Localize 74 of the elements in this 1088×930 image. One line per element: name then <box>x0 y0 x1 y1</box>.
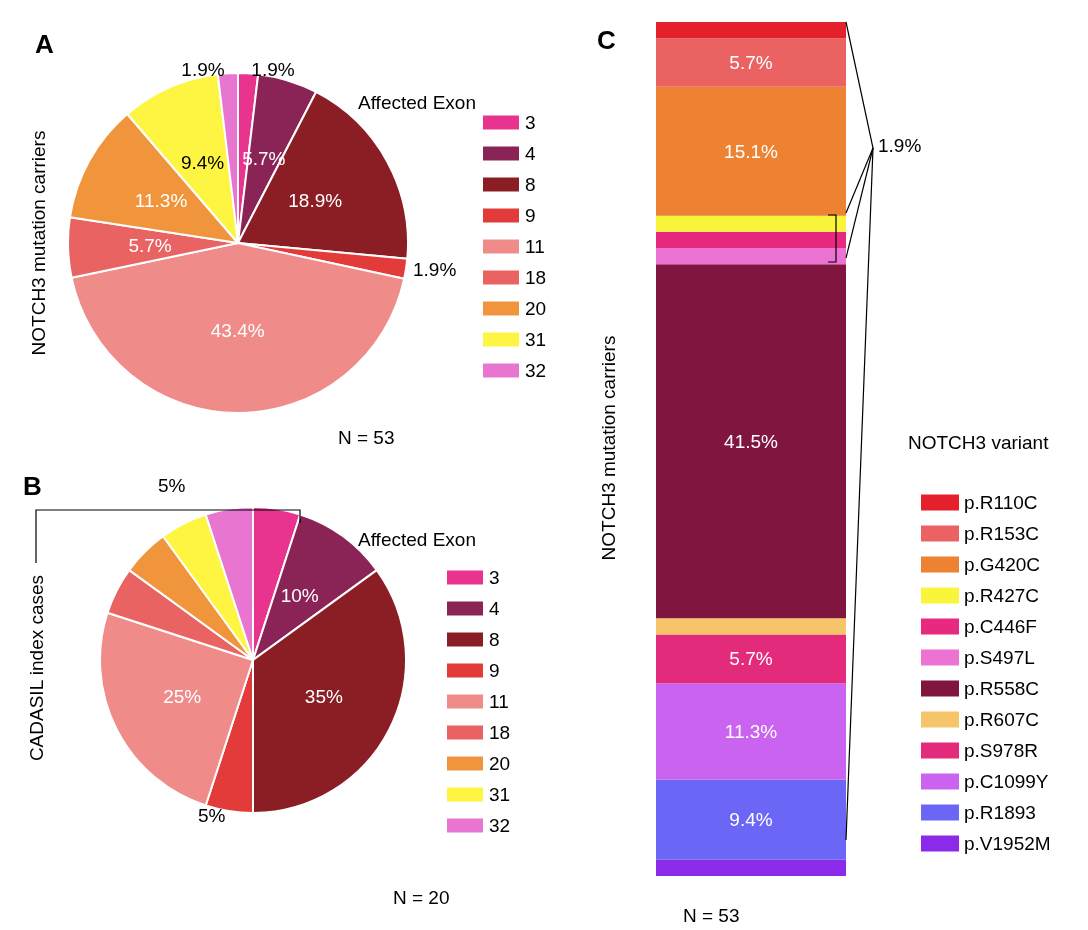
legend-label: 32 <box>489 815 511 836</box>
legend-title: Affected Exon <box>358 92 476 113</box>
data-label: 43.4% <box>210 320 265 342</box>
bar <box>656 86 846 216</box>
data-label: 5% <box>197 804 226 826</box>
data-label: 41.5% <box>724 430 779 452</box>
bar <box>656 215 846 232</box>
data-label: 9.4% <box>180 151 225 173</box>
data-label: 1.9% <box>251 58 295 80</box>
text: CADASIL index cases <box>25 574 47 762</box>
bar <box>656 22 846 39</box>
bar <box>656 634 846 684</box>
legend-label: 3 <box>525 112 536 133</box>
legend-label: 9 <box>525 205 536 226</box>
data-label: 1.9% <box>412 258 457 280</box>
legend-label: 4 <box>525 143 536 164</box>
legend-label: 3 <box>489 567 500 588</box>
bar <box>656 683 846 780</box>
legend-title: NOTCH3 variant <box>908 432 1050 453</box>
data-label: 11.3% <box>724 720 778 742</box>
legend-label: 32 <box>525 360 547 381</box>
legend-label: p.C446F <box>964 616 1037 637</box>
legend-label: 18 <box>489 722 511 743</box>
bar <box>656 859 846 876</box>
legend-label: 8 <box>489 629 500 650</box>
bar <box>656 248 846 265</box>
legend-label: p.R427C <box>964 585 1039 606</box>
text: NOTCH3 mutation carriers <box>27 130 49 356</box>
data-label: 5.7% <box>729 52 773 74</box>
legend-label: p.R110C <box>964 492 1038 513</box>
data-label: 10% <box>280 585 319 607</box>
legend-label: p.S497L <box>964 647 1035 668</box>
y-axis-title: NOTCH3 mutation carriers <box>597 335 619 561</box>
legend-label: p.R558C <box>964 678 1039 699</box>
legend-label: 18 <box>525 267 547 288</box>
legend-label: 8 <box>525 174 536 195</box>
legend-label: 20 <box>525 298 547 319</box>
text: N = 20 <box>393 887 450 908</box>
text: N = 53 <box>338 427 395 448</box>
data-label: 1.9% <box>181 58 225 80</box>
legend-title: Affected Exon <box>358 529 476 550</box>
data-label: 5.7% <box>729 648 773 670</box>
legend-label: 4 <box>489 598 500 619</box>
legend-label: p.S978R <box>964 740 1038 761</box>
legend-label: 31 <box>489 784 511 805</box>
data-label: 11.3% <box>134 189 188 211</box>
legend-label: 31 <box>525 329 547 350</box>
legend-label: p.V1952M <box>964 833 1051 854</box>
chart-title: C <box>597 25 616 55</box>
data-label: 9.4% <box>729 809 773 831</box>
bar <box>656 779 846 860</box>
bar <box>656 264 846 619</box>
data-label: 35% <box>304 685 343 707</box>
bar <box>656 231 846 249</box>
legend-label: 11 <box>525 236 545 257</box>
chart-title: A <box>35 29 54 59</box>
legend-label: 11 <box>489 691 509 712</box>
bar <box>656 38 846 87</box>
text: 5% <box>158 475 186 496</box>
legend-label: p.G420C <box>964 554 1041 575</box>
legend-label: p.R1893 <box>964 802 1036 823</box>
text: N = 53 <box>683 905 740 926</box>
legend-label: 20 <box>489 753 511 774</box>
text: 1.9% <box>878 135 922 156</box>
chart-title: B <box>23 471 42 501</box>
legend-label: p.R607C <box>964 709 1039 730</box>
legend-label: p.R153C <box>964 523 1039 544</box>
data-label: 15.1% <box>724 140 779 162</box>
data-label: 18.9% <box>288 190 343 212</box>
bar <box>656 618 846 635</box>
legend-label: p.C1099Y <box>964 771 1049 792</box>
legend-label: 9 <box>489 660 500 681</box>
data-label: 25% <box>163 685 202 707</box>
data-label: 5.7% <box>128 234 172 256</box>
